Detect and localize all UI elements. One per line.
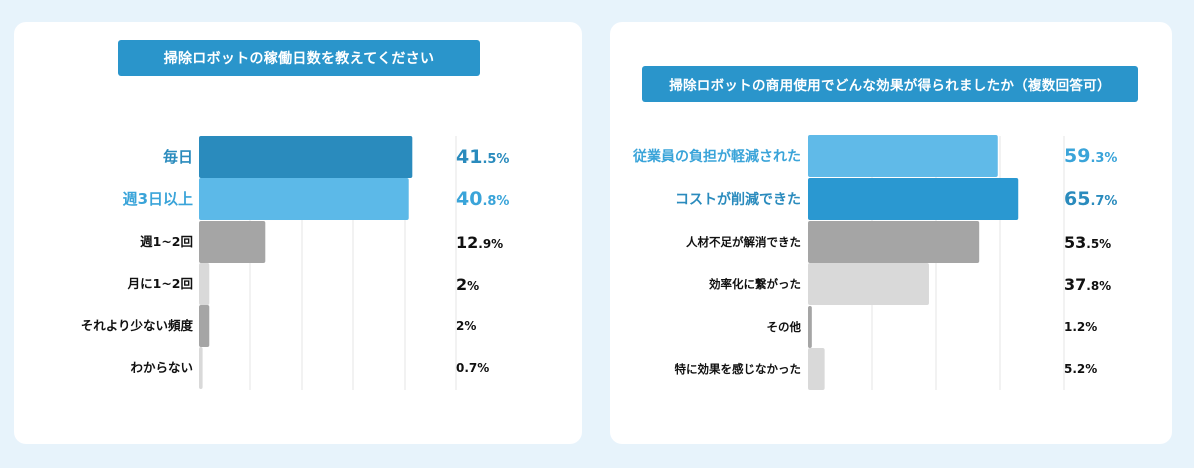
left-category-label: 月に1~2回 (127, 276, 193, 291)
right-category-label: 特に効果を感じなかった (675, 362, 802, 376)
right-bar (808, 178, 1019, 220)
right-category-label: 従業員の負担が軽減された (632, 148, 801, 165)
left-category-label: それより少ない頻度 (81, 318, 194, 333)
right-category-label: コストが削減できた (675, 191, 801, 208)
right-bar (808, 221, 980, 263)
right-category-label: 効率化に繋がった (709, 277, 801, 291)
left-bar (199, 305, 210, 347)
left-value-label: 0.7% (456, 361, 489, 375)
right-value-label: 59.3% (1064, 145, 1117, 167)
left-chart-panel: 掃除ロボットの稼働日数を教えてください (14, 22, 582, 444)
right-bar (808, 263, 929, 305)
left-value-label: 40.8% (456, 188, 509, 210)
left-bar (199, 178, 409, 220)
right-value-label: 1.2% (1064, 320, 1097, 334)
right-chart-title: 掃除ロボットの商用使用でどんな効果が得られましたか（複数回答可） (642, 66, 1138, 102)
left-category-label: 毎日 (163, 148, 193, 166)
left-bar (199, 263, 210, 305)
right-value-label: 37.8% (1064, 275, 1111, 294)
left-value-label: 2% (456, 319, 476, 333)
left-value-label: 12.9% (456, 233, 503, 252)
left-value-label: 2% (456, 275, 479, 294)
left-chart-title: 掃除ロボットの稼働日数を教えてください (118, 40, 480, 76)
right-bar (808, 135, 998, 177)
left-category-label: わからない (130, 360, 193, 375)
right-bar (808, 348, 825, 390)
left-value-label: 41.5% (456, 146, 509, 168)
right-value-label: 53.5% (1064, 233, 1111, 252)
right-value-label: 5.2% (1064, 362, 1097, 376)
left-category-label: 週3日以上 (123, 190, 193, 208)
right-bar (808, 306, 812, 348)
left-bar (199, 347, 203, 389)
right-category-label: その他 (767, 320, 802, 334)
right-value-label: 65.7% (1064, 188, 1117, 210)
right-category-label: 人材不足が解消できた (686, 235, 801, 249)
left-bar (199, 136, 413, 178)
left-bar (199, 221, 266, 263)
left-category-label: 週1~2回 (140, 234, 193, 249)
